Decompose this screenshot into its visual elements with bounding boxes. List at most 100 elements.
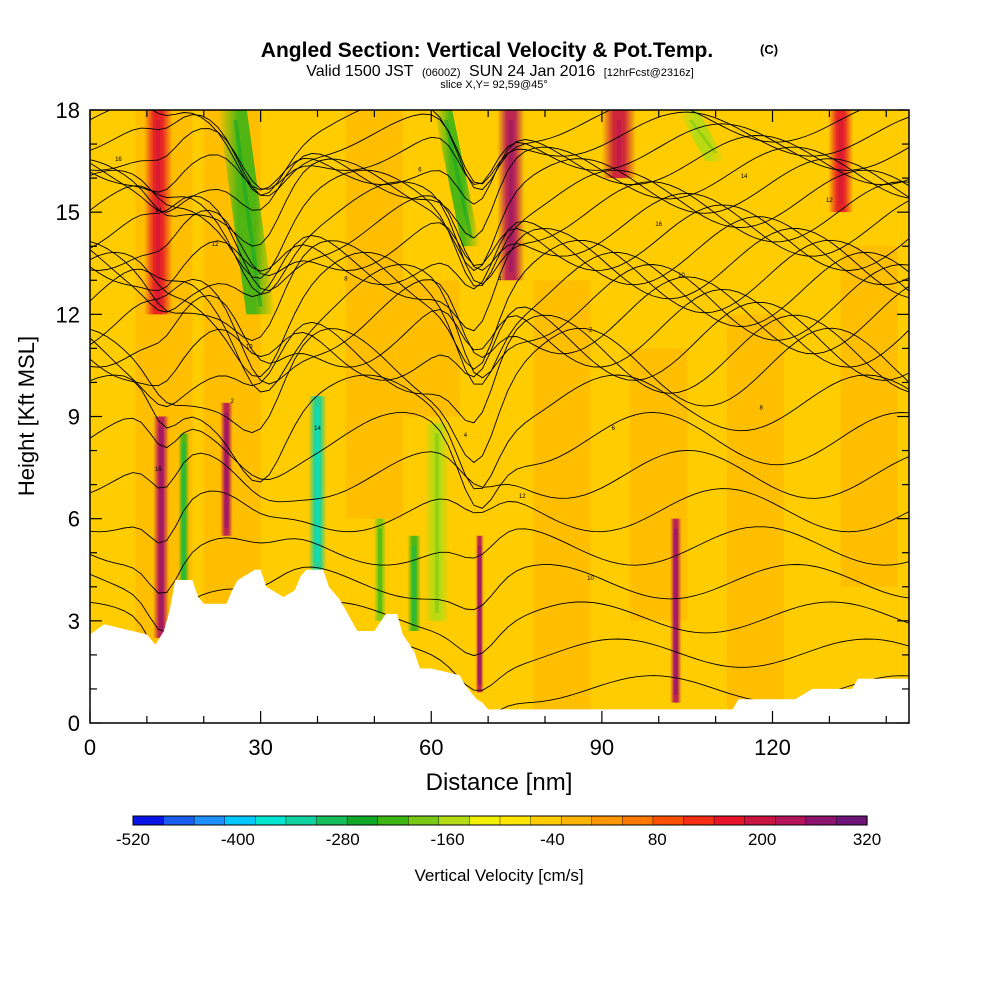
colorbar-tick-label: -160 — [431, 830, 465, 849]
colorbar-swatch — [408, 815, 440, 826]
colorbar-tick-label: 320 — [853, 830, 881, 849]
colorbar — [132, 815, 868, 826]
chart-title-mark: (C) — [760, 42, 778, 57]
velocity-core — [378, 528, 383, 613]
x-tick-label: 120 — [754, 735, 791, 760]
isentrope-line — [90, 111, 909, 197]
x-tick-label: 0 — [84, 735, 96, 760]
x-axis-label: Distance [nm] — [426, 769, 573, 796]
isentrope-line — [90, 449, 909, 503]
isentrope-line — [90, 135, 909, 205]
y-tick-label: 12 — [56, 302, 80, 327]
velocity-core — [477, 545, 482, 685]
colorbar-swatch — [775, 815, 807, 826]
colorbar-tick-label: -400 — [221, 830, 255, 849]
isentrope-line — [90, 123, 909, 190]
velocity-core — [412, 545, 417, 624]
velocity-core — [315, 406, 320, 562]
colorbar-swatch — [132, 815, 165, 826]
subtitle-zulu: (0600Z) — [422, 67, 461, 79]
velocity-band — [402, 280, 460, 417]
contour-label: 4 — [498, 276, 502, 282]
colorbar-swatch — [346, 815, 379, 826]
colorbar-swatch — [683, 815, 715, 826]
y-tick-label: 0 — [68, 711, 80, 736]
contour-label: 12 — [212, 242, 219, 248]
y-tick-label: 6 — [68, 507, 80, 532]
colorbar-swatch — [560, 815, 593, 826]
velocity-band — [345, 110, 403, 519]
contour-label: 8 — [344, 276, 348, 282]
velocity-base-bands — [135, 110, 898, 723]
colorbar-swatch — [530, 815, 562, 826]
colorbar-swatch — [652, 815, 685, 826]
isentrope-line — [90, 181, 909, 295]
colorbar-swatch — [805, 815, 838, 826]
slice-label: slice X,Y= 92,59@45° — [440, 79, 548, 91]
contour-label: 14 — [314, 426, 321, 432]
isentrope-line — [90, 251, 909, 385]
x-axis: 0 30 60 90 120 — [84, 110, 887, 760]
colorbar-swatch — [316, 815, 348, 826]
y-axis: 0 3 6 9 12 15 18 — [56, 98, 909, 736]
colorbar-swatch — [469, 815, 501, 826]
velocity-core — [838, 120, 843, 205]
isentrope-line — [90, 488, 909, 544]
colorbar-swatch — [224, 815, 256, 826]
colorbar-ticks: -520 -400 -280 -160 -40 80 200 320 — [116, 830, 881, 849]
contour-label: 6 — [418, 167, 422, 173]
colorbar-swatch — [836, 815, 868, 826]
colorbar-swatch — [193, 815, 226, 826]
isentrope-line — [90, 374, 909, 490]
contour-label: 10 — [678, 273, 685, 279]
colorbar-swatch — [591, 815, 623, 826]
chart-subtitle: Valid 1500 JST (0600Z) SUN 24 Jan 2016 [… — [306, 63, 694, 80]
contour-label: 12 — [826, 198, 833, 204]
isentrope-line — [90, 146, 909, 239]
subtitle-date: SUN 24 Jan 2016 — [469, 63, 595, 80]
x-tick-label: 90 — [590, 735, 614, 760]
colorbar-tick-label: 200 — [748, 830, 776, 849]
subtitle-forecast: [12hrFcst@2316z] — [604, 67, 694, 79]
contour-label: 16 — [655, 222, 662, 228]
isentrope-line — [90, 411, 909, 509]
colorbar-swatch — [377, 815, 409, 826]
contour-label: 4 — [464, 433, 468, 439]
velocity-core — [434, 433, 439, 613]
contour-label: 16 — [155, 467, 162, 473]
velocity-core — [159, 426, 164, 630]
colorbar-tick-label: -520 — [116, 830, 150, 849]
isentrope-line — [90, 110, 862, 196]
isentrope-line — [90, 314, 909, 424]
velocity-core — [616, 120, 621, 171]
y-tick-label: 15 — [56, 200, 80, 225]
isentrope-line — [90, 239, 909, 370]
terrain-mask — [90, 569, 909, 723]
colorbar-swatch — [255, 815, 287, 826]
colorbar-frame — [132, 815, 868, 826]
contour-label: 12 — [519, 494, 526, 500]
subtitle-valid: Valid 1500 JST — [306, 63, 414, 80]
isentrope-line — [90, 169, 909, 287]
velocity-band — [727, 314, 784, 723]
contour-label: 14 — [155, 208, 162, 214]
colorbar-swatch — [713, 815, 746, 826]
velocity-core — [673, 528, 678, 695]
x-tick-label: 60 — [419, 735, 443, 760]
velocity-band — [533, 280, 591, 723]
colorbar-swatch — [163, 815, 195, 826]
y-tick-label: 9 — [68, 405, 80, 430]
colorbar-label: Vertical Velocity [cm/s] — [414, 866, 583, 885]
y-tick-label: 3 — [68, 609, 80, 634]
contour-label: 16 — [115, 157, 122, 163]
contour-label: 6 — [612, 426, 616, 432]
isentrope-line — [90, 327, 909, 464]
isentrope-line — [90, 228, 909, 332]
colorbar-tick-label: -280 — [326, 830, 360, 849]
colorbar-swatch — [499, 815, 532, 826]
colorbar-tick-label: -40 — [540, 830, 565, 849]
velocity-core — [508, 120, 513, 273]
isentrope-line — [90, 276, 909, 385]
velocity-core — [224, 412, 229, 528]
